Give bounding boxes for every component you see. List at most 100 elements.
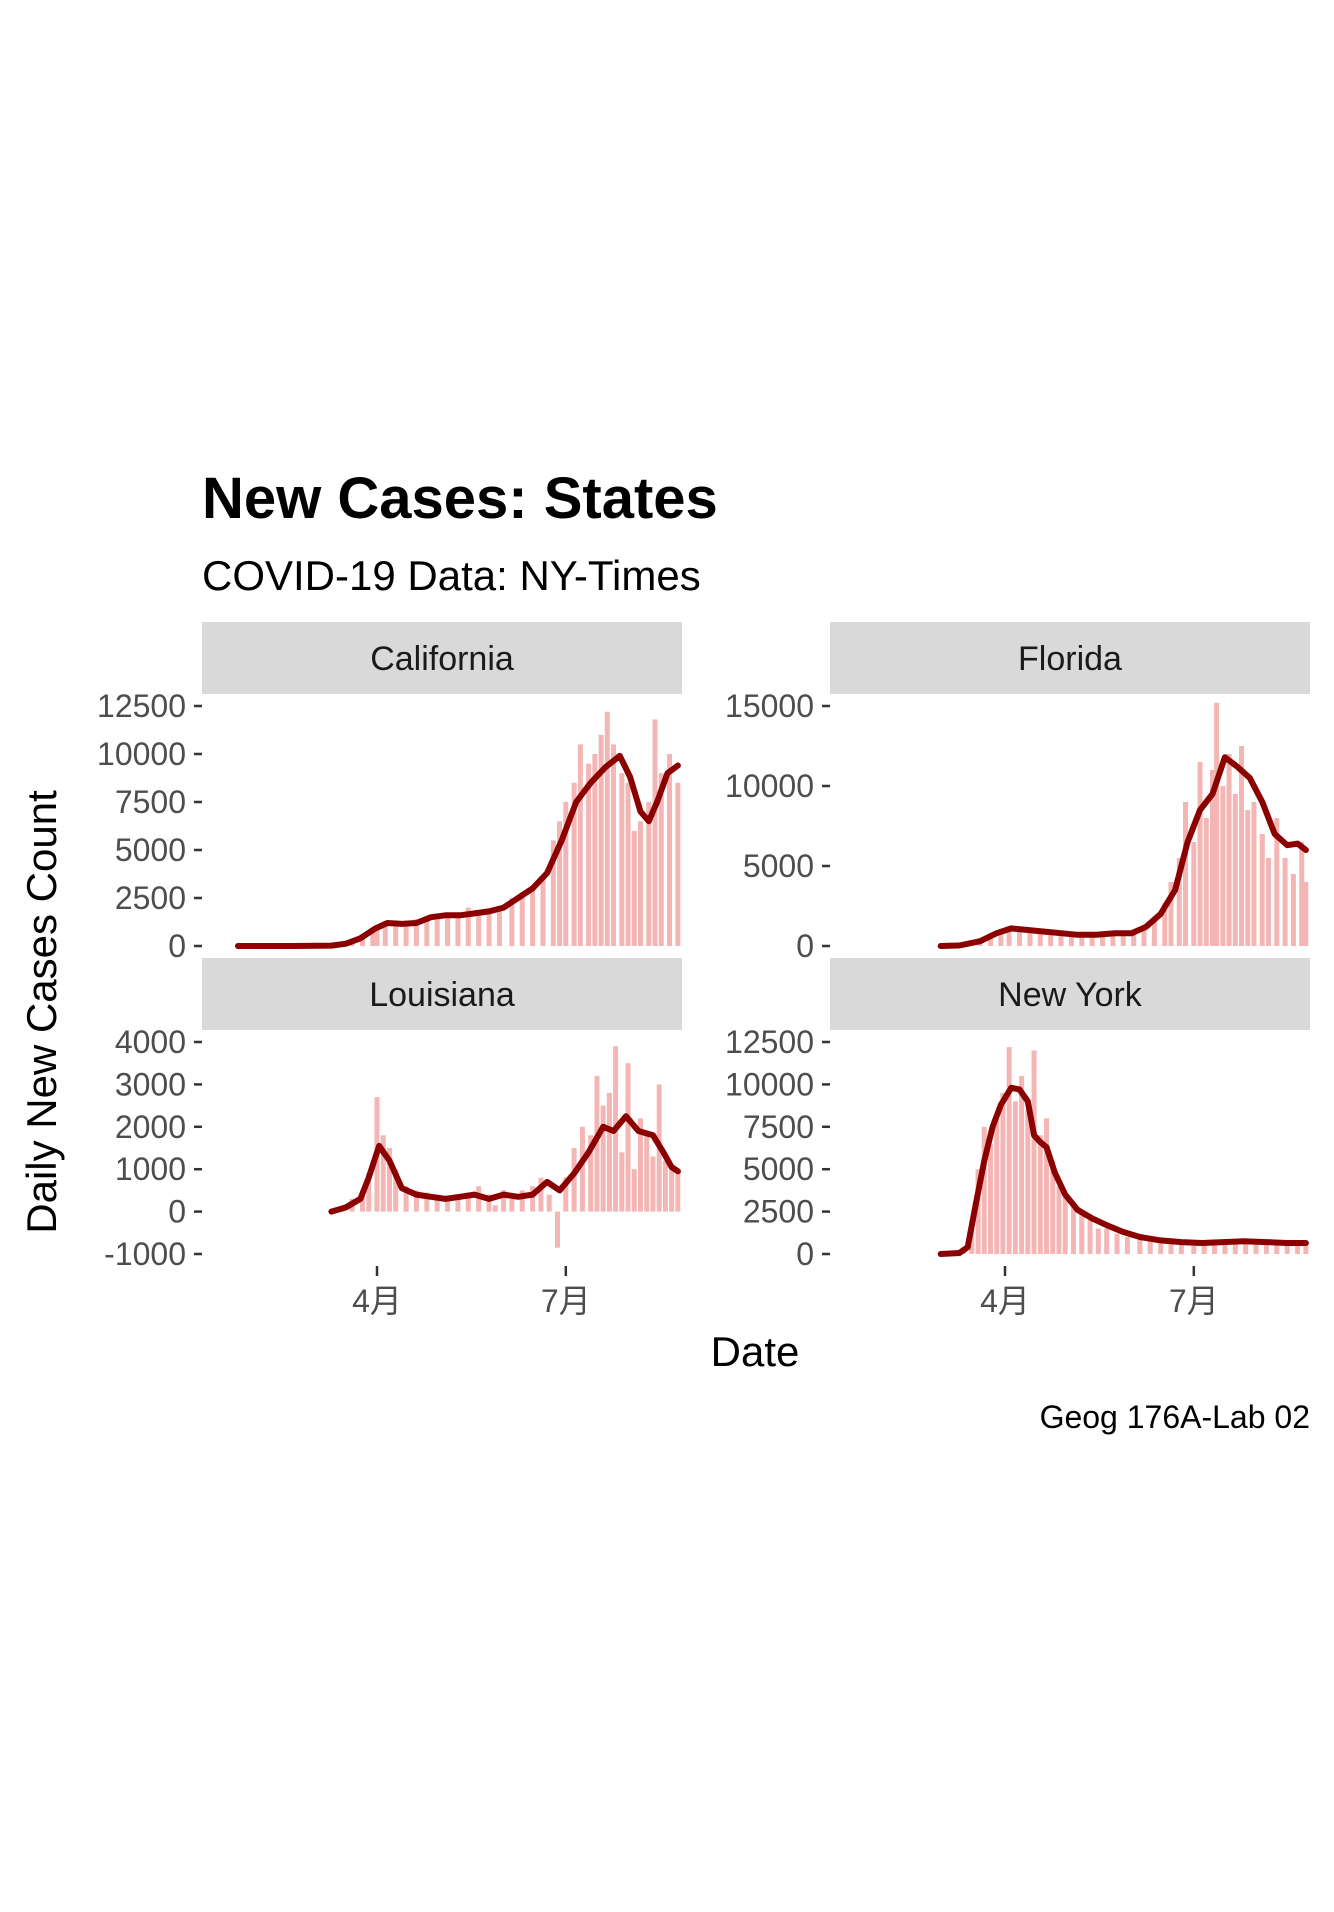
bar xyxy=(1017,928,1023,946)
bar xyxy=(1141,926,1147,946)
bar xyxy=(486,909,492,946)
y-tick-label: 1000 xyxy=(115,1151,186,1187)
bar xyxy=(496,907,502,946)
y-tick-label: 4000 xyxy=(115,1024,186,1060)
bar xyxy=(1079,1211,1085,1254)
bar xyxy=(1274,1242,1280,1254)
bar xyxy=(1263,1243,1269,1254)
bar xyxy=(625,1063,631,1212)
bar xyxy=(1295,1242,1301,1254)
bar xyxy=(1245,810,1251,946)
bar xyxy=(600,1105,606,1212)
y-tick-label: 5000 xyxy=(115,832,186,868)
bar xyxy=(650,1156,656,1212)
bar xyxy=(1303,882,1309,946)
bar xyxy=(658,773,664,946)
bar xyxy=(1232,794,1238,946)
bar xyxy=(403,1186,409,1212)
bar xyxy=(1303,1243,1309,1254)
bar xyxy=(638,1118,644,1212)
bar xyxy=(1284,1243,1290,1254)
bar xyxy=(1209,770,1215,946)
bar xyxy=(1027,930,1033,946)
bar xyxy=(588,1135,594,1212)
facet-strip xyxy=(202,958,682,1030)
bar xyxy=(631,1169,637,1212)
bar xyxy=(445,1196,451,1212)
bar xyxy=(501,1190,507,1212)
bar xyxy=(1191,1242,1197,1254)
bar xyxy=(1176,858,1182,946)
bar xyxy=(1019,1075,1025,1254)
bar xyxy=(393,921,399,946)
bar xyxy=(1068,936,1074,946)
y-tick-label: 7500 xyxy=(115,784,186,820)
y-tick-label: 7500 xyxy=(743,1109,814,1145)
y-tick-label: 3000 xyxy=(115,1066,186,1102)
bar xyxy=(509,1198,515,1212)
bar xyxy=(1037,931,1043,946)
bar xyxy=(465,907,471,946)
bar xyxy=(455,1196,461,1212)
bar xyxy=(604,711,610,946)
bar xyxy=(1274,818,1280,946)
bar xyxy=(1114,1233,1120,1254)
bar xyxy=(1120,934,1126,946)
bar xyxy=(540,878,546,946)
bar xyxy=(981,1126,987,1254)
bar xyxy=(1232,1242,1238,1254)
x-tick-label: 4月 xyxy=(352,1283,402,1319)
bar xyxy=(619,773,625,946)
y-tick-label: 2000 xyxy=(115,1109,186,1145)
y-tick-label: 15000 xyxy=(725,688,814,724)
bar xyxy=(611,744,617,946)
bar xyxy=(509,898,515,946)
bar xyxy=(619,1152,625,1212)
bar xyxy=(1100,934,1106,946)
bar xyxy=(386,1148,392,1212)
bar xyxy=(424,917,430,946)
y-tick-label: 5000 xyxy=(743,848,814,884)
bar xyxy=(631,830,637,946)
bar xyxy=(675,1173,681,1212)
bar xyxy=(1110,933,1116,946)
bar xyxy=(1006,1047,1012,1254)
bar xyxy=(1031,1050,1037,1254)
bar xyxy=(434,1194,440,1212)
x-tick-label: 4月 xyxy=(980,1283,1030,1319)
bar xyxy=(1251,802,1257,946)
bar xyxy=(374,924,380,946)
facet-california: California 0 2500 5000 7500 10000 12500 xyxy=(97,622,682,964)
y-tick-label: 0 xyxy=(168,1194,186,1230)
bar xyxy=(546,1194,552,1212)
y-tick-label: -1000 xyxy=(104,1236,186,1272)
rolling-mean-line xyxy=(937,754,1309,949)
bar xyxy=(1239,746,1245,946)
bar xyxy=(1070,1203,1076,1254)
bar xyxy=(598,734,604,946)
bar xyxy=(1104,1228,1110,1254)
bar xyxy=(530,888,536,946)
bar xyxy=(644,1135,650,1212)
bar xyxy=(1266,858,1272,946)
facet-strip xyxy=(830,622,1310,694)
bar xyxy=(1056,1186,1062,1254)
bar xyxy=(1183,802,1189,946)
bar xyxy=(1282,858,1288,946)
facet-strip-label: California xyxy=(370,640,514,678)
bar xyxy=(669,1169,675,1212)
bar xyxy=(1197,762,1203,946)
bar xyxy=(571,1148,577,1212)
y-tick-label: 10000 xyxy=(725,768,814,804)
bar xyxy=(592,754,598,946)
bar xyxy=(1089,936,1095,946)
bar xyxy=(1147,1240,1153,1254)
rolling-mean-line xyxy=(235,752,681,949)
bar xyxy=(550,840,556,946)
bar xyxy=(1087,1220,1093,1254)
bar xyxy=(1259,834,1265,946)
bar xyxy=(638,821,644,946)
bar xyxy=(563,802,569,946)
bar xyxy=(380,1135,386,1212)
x-tick-label: 7月 xyxy=(1169,1283,1219,1319)
